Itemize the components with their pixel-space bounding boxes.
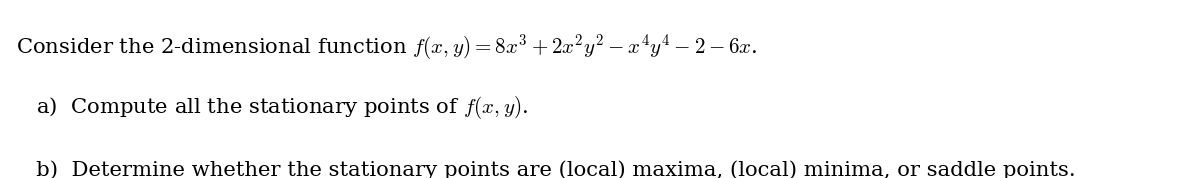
Text: b)  Determine whether the stationary points are (local) maxima, (local) minima, : b) Determine whether the stationary poin… [16,160,1075,178]
Text: a)  Compute all the stationary points of $f(x, y)$.: a) Compute all the stationary points of … [16,94,528,121]
Text: Consider the 2-dimensional function $f(x, y) = 8x^3 + 2x^2y^2 - x^4y^4 - 2 - 6x$: Consider the 2-dimensional function $f(x… [16,32,757,62]
